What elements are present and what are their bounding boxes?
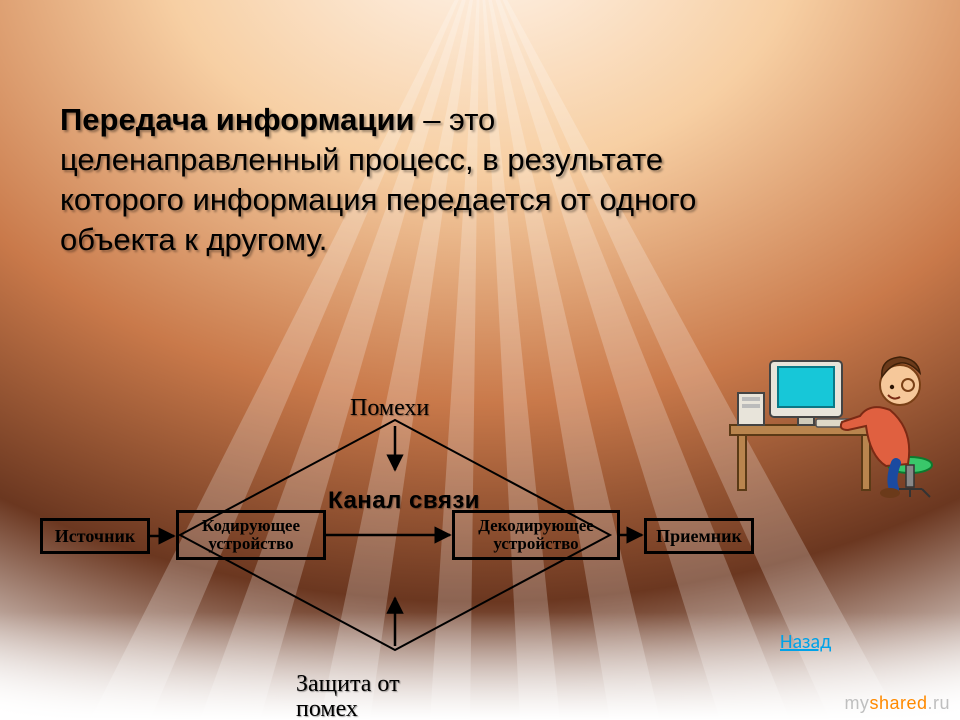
slide-heading: Передача информации – это целенаправленн… <box>60 100 700 260</box>
heading-bold: Передача информации <box>60 102 415 137</box>
node-source: Источник <box>40 518 150 554</box>
node-receiver: Приемник <box>644 518 754 554</box>
watermark: myshared.ru <box>844 693 950 714</box>
computer-boy-clipart <box>720 315 940 500</box>
back-link[interactable]: Назад <box>780 630 831 654</box>
noise-label: Помехи <box>350 395 429 422</box>
node-decoder: Декодирующее устройство <box>452 510 620 560</box>
noise-protection-label: Защита от помех <box>296 672 456 720</box>
node-encoder: Кодирующее устройство <box>176 510 326 560</box>
